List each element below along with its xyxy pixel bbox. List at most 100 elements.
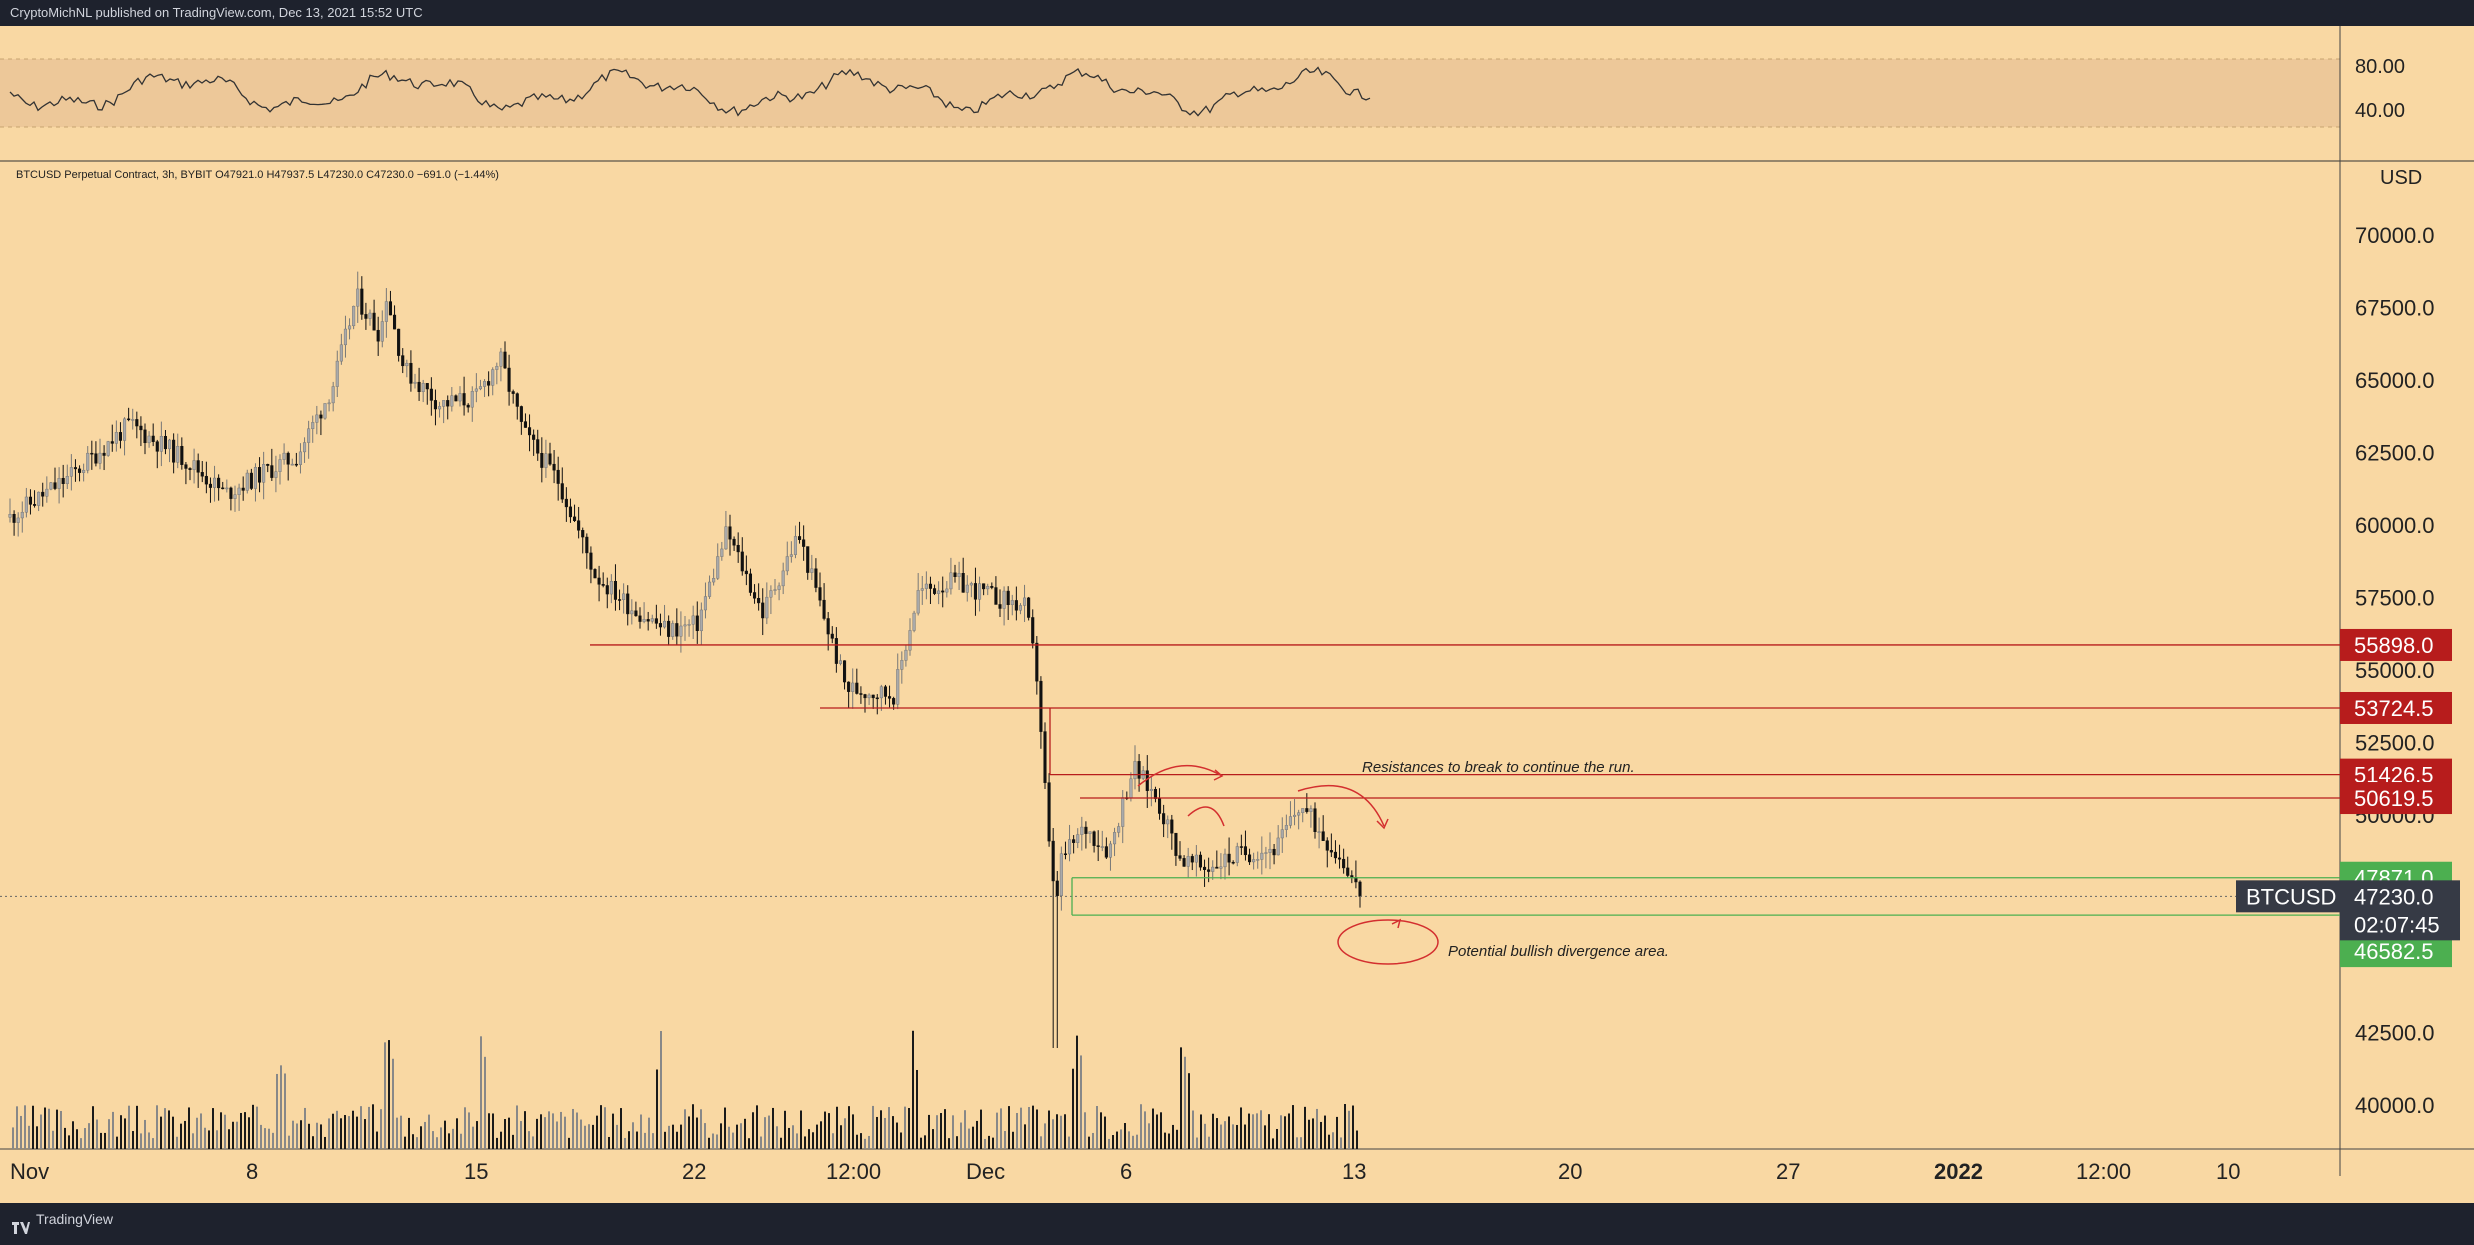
candle-body bbox=[405, 362, 409, 367]
volume-bar bbox=[604, 1107, 606, 1149]
candle-body bbox=[1092, 831, 1096, 846]
volume-bar bbox=[84, 1128, 86, 1149]
volume-bar bbox=[1240, 1107, 1242, 1149]
candle-body bbox=[757, 597, 761, 604]
candle-body bbox=[139, 425, 143, 431]
volume-bar bbox=[840, 1125, 842, 1149]
candle-body bbox=[810, 568, 814, 573]
candle-body bbox=[380, 321, 384, 342]
candle-body bbox=[270, 465, 274, 478]
volume-bar bbox=[536, 1118, 538, 1149]
candle-body bbox=[28, 496, 33, 505]
volume-bar bbox=[328, 1118, 330, 1149]
candle-body bbox=[1076, 834, 1080, 843]
candle-body bbox=[1329, 850, 1333, 853]
candle-body bbox=[830, 633, 834, 639]
candle-body bbox=[331, 386, 335, 404]
candle-body bbox=[241, 487, 245, 491]
volume-bar bbox=[1012, 1131, 1014, 1149]
candle-body bbox=[503, 351, 507, 369]
candle-body bbox=[687, 624, 691, 626]
volume-bar bbox=[1296, 1137, 1298, 1149]
volume-bar bbox=[216, 1130, 218, 1149]
candle-body bbox=[671, 623, 675, 637]
time-tick-label: 20 bbox=[1558, 1159, 1582, 1184]
volume-bar bbox=[828, 1113, 830, 1149]
volume-bar bbox=[860, 1133, 862, 1149]
candle-body bbox=[249, 472, 253, 489]
candle-body bbox=[1194, 854, 1198, 863]
volume-bar bbox=[52, 1130, 54, 1149]
candle-body bbox=[969, 583, 973, 586]
candle-body bbox=[1297, 812, 1301, 816]
volume-bar bbox=[716, 1134, 718, 1149]
candle-body bbox=[257, 467, 262, 483]
candle-body bbox=[1337, 857, 1342, 860]
candle-body bbox=[695, 615, 699, 632]
volume-bar bbox=[1352, 1105, 1354, 1149]
volume-bar bbox=[1288, 1113, 1290, 1149]
volume-bar bbox=[324, 1136, 326, 1149]
candle-body bbox=[1100, 846, 1104, 848]
volume-bar bbox=[60, 1110, 62, 1149]
volume-bar bbox=[1308, 1119, 1310, 1149]
volume-bar bbox=[640, 1114, 642, 1149]
volume-bar bbox=[1116, 1131, 1118, 1149]
volume-bar bbox=[1132, 1135, 1134, 1149]
volume-bar bbox=[240, 1112, 242, 1149]
candle-body bbox=[683, 624, 687, 627]
volume-bar bbox=[800, 1110, 802, 1149]
volume-bar bbox=[100, 1132, 102, 1149]
volume-bar bbox=[1052, 1119, 1054, 1149]
volume-bar bbox=[292, 1120, 294, 1149]
volume-bar bbox=[736, 1124, 738, 1149]
price-tick-label: 60000.0 bbox=[2355, 513, 2435, 538]
volume-bar bbox=[484, 1056, 486, 1149]
candle-body bbox=[1305, 808, 1309, 812]
candle-body bbox=[802, 539, 806, 547]
candle-body bbox=[212, 477, 217, 488]
volume-bar bbox=[1264, 1125, 1266, 1149]
candle-body bbox=[928, 583, 933, 589]
candle-body bbox=[998, 604, 1002, 609]
volume-bar bbox=[928, 1114, 930, 1149]
candle-body bbox=[744, 570, 748, 575]
volume-bar bbox=[188, 1107, 190, 1149]
candle-body bbox=[1190, 856, 1194, 863]
candle-body bbox=[1313, 808, 1317, 832]
candle-body bbox=[1121, 797, 1125, 827]
candle-body bbox=[662, 620, 667, 628]
candle-body bbox=[1055, 880, 1059, 896]
candle-body bbox=[1051, 840, 1055, 882]
volume-bar bbox=[352, 1110, 354, 1149]
candle-body bbox=[298, 451, 303, 465]
candle-body bbox=[106, 441, 110, 456]
candle-body bbox=[851, 682, 855, 692]
volume-bar bbox=[364, 1119, 366, 1149]
chart-svg[interactable]: 80.00 40.00 BTCUSD Perpetual Contract, 3h… bbox=[0, 26, 2474, 1203]
volume-bar bbox=[212, 1108, 214, 1149]
volume-bar bbox=[784, 1110, 786, 1149]
volume-bar bbox=[1348, 1110, 1350, 1149]
volume-bar bbox=[332, 1113, 334, 1149]
candle-body bbox=[793, 536, 798, 555]
candle-body bbox=[37, 491, 41, 506]
candle-body bbox=[515, 393, 519, 407]
candle-body bbox=[1027, 597, 1031, 618]
arc-arrow bbox=[1187, 806, 1225, 827]
candle-body bbox=[167, 439, 172, 450]
candle-body bbox=[1317, 831, 1321, 833]
volume-bar bbox=[620, 1108, 622, 1149]
volume-bar bbox=[648, 1117, 650, 1149]
candle-body bbox=[834, 638, 838, 664]
time-axis[interactable]: Nov 8 15 22 12:00 Dec 6 13 20 27 2022 12:00 10 bbox=[10, 1159, 2240, 1184]
volume-bar bbox=[944, 1109, 946, 1149]
candle-body bbox=[859, 693, 863, 695]
volume-bar bbox=[516, 1105, 518, 1149]
candle-body bbox=[973, 583, 978, 600]
volume-bar bbox=[976, 1120, 978, 1149]
volume-bar bbox=[524, 1111, 526, 1149]
candle-body bbox=[73, 467, 78, 470]
volume-bar bbox=[220, 1112, 222, 1149]
candle-body bbox=[1202, 866, 1207, 870]
